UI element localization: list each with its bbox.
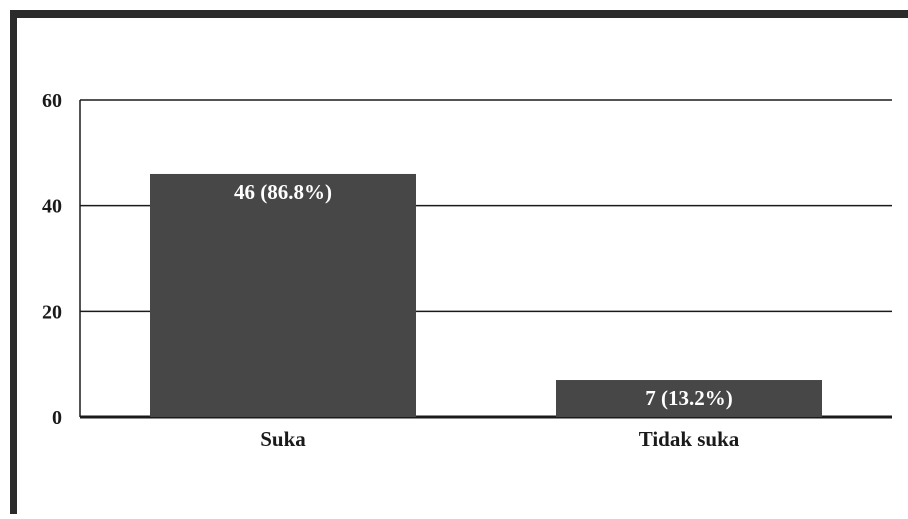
- bar-tidak-suka: [556, 380, 822, 417]
- x-tick-label: Suka: [260, 427, 306, 451]
- y-tick-label: 60: [42, 90, 62, 112]
- y-tick-label: 0: [52, 407, 62, 429]
- bars: [150, 173, 822, 417]
- bar-data-labels: 46 (86.8%) 7 (13.2%): [234, 180, 733, 410]
- y-tick-label: 20: [42, 301, 62, 323]
- y-axis-ticks: 0 20 40 60: [42, 90, 62, 429]
- y-tick-label: 40: [42, 196, 62, 218]
- bar-data-label: 46 (86.8%): [234, 180, 332, 204]
- x-axis-ticks: Suka Tidak suka: [260, 427, 740, 451]
- frame-left-border: [10, 10, 17, 514]
- bar-data-label: 7 (13.2%): [645, 386, 733, 410]
- bar-suka: [150, 173, 416, 417]
- frame-top-border: [10, 10, 908, 18]
- x-tick-label: Tidak suka: [639, 427, 740, 451]
